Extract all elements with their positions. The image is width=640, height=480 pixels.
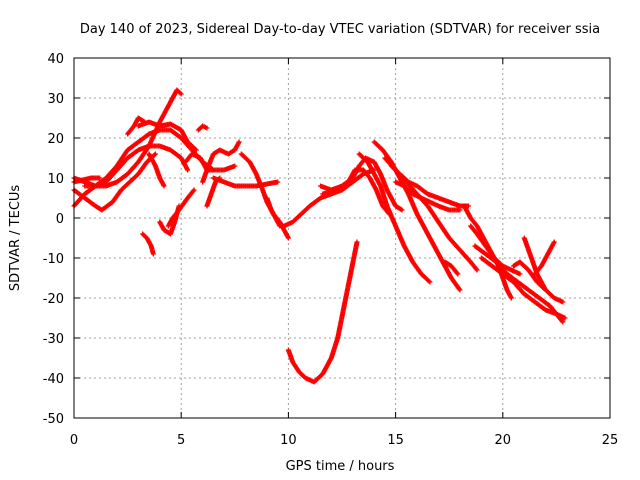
data-point — [185, 167, 191, 173]
x-tick-label: 10 — [280, 433, 297, 448]
data-point — [543, 287, 549, 293]
y-tick-label: 0 — [56, 212, 64, 227]
data-point — [210, 167, 216, 173]
y-tick-label: 30 — [47, 92, 64, 107]
x-tick-label: 5 — [177, 433, 185, 448]
y-tick-label: -50 — [43, 412, 64, 427]
data-point — [560, 319, 566, 325]
data-point — [152, 152, 158, 158]
data-point — [152, 151, 158, 157]
data-point — [190, 188, 196, 194]
data-point — [399, 207, 405, 213]
y-tick-label: 40 — [47, 52, 64, 67]
y-tick-label: -30 — [43, 332, 64, 347]
data-point — [457, 207, 463, 213]
data-point — [426, 278, 432, 284]
chart-title: Day 140 of 2023, Sidereal Day-to-day VTE… — [80, 22, 600, 37]
data-point — [97, 175, 103, 181]
data-point — [427, 279, 433, 285]
data-point — [457, 287, 463, 293]
data-point — [178, 91, 184, 97]
x-axis-label: GPS time / hours — [286, 459, 395, 474]
data-point — [232, 163, 238, 169]
x-tick-label: 20 — [495, 433, 512, 448]
data-point — [474, 267, 480, 273]
x-tick-label: 25 — [602, 433, 619, 448]
y-tick-label: -20 — [43, 292, 64, 307]
grid-lines — [74, 58, 610, 418]
data-point — [150, 251, 156, 257]
data-point — [161, 183, 167, 189]
data-point — [354, 239, 360, 245]
y-tick-label: -10 — [43, 252, 64, 267]
data-point — [454, 270, 460, 276]
y-tick-label: -40 — [43, 372, 64, 387]
data-point — [285, 235, 291, 241]
data-point — [562, 315, 568, 321]
data-point — [508, 295, 514, 301]
data-point — [473, 266, 479, 272]
y-axis-label: SDTVAR / TECUs — [8, 185, 23, 292]
data-point — [517, 271, 523, 277]
y-tick-label: 10 — [47, 172, 64, 187]
data-point — [551, 239, 557, 245]
x-tick-label: 15 — [387, 433, 404, 448]
data-point — [204, 125, 210, 131]
data-point — [456, 286, 462, 292]
x-tick-label: 0 — [70, 433, 78, 448]
data-point — [193, 147, 199, 153]
data-point — [560, 299, 566, 305]
plot-frame — [73, 57, 611, 419]
data-point — [465, 203, 471, 209]
data-point — [191, 187, 197, 193]
y-tick-label: 20 — [47, 132, 64, 147]
data-point — [192, 146, 198, 152]
axis-tick-labels: 0 5 10 15 20 25 -50 -40 -30 -20 -10 0 10 20 30 40 — [43, 52, 619, 448]
data-point — [455, 271, 461, 277]
data-point — [275, 179, 281, 185]
data-point — [236, 139, 242, 145]
data-point — [559, 318, 565, 324]
plot-markers — [71, 87, 568, 385]
